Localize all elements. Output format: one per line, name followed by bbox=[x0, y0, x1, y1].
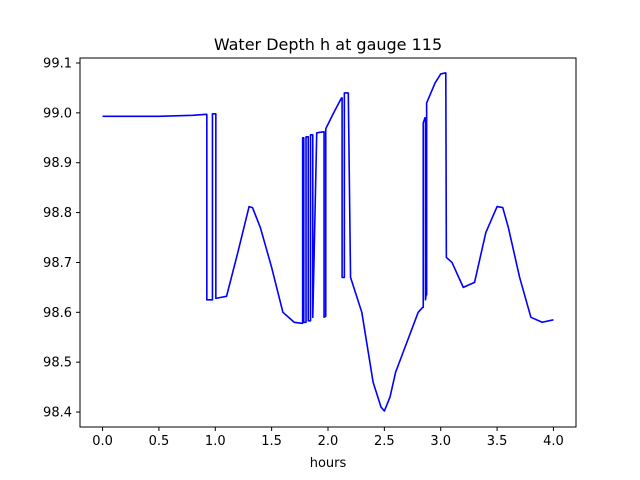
y-tick-label: 99.0 bbox=[43, 106, 72, 121]
x-tick-label: 3.0 bbox=[430, 434, 451, 449]
plot-area bbox=[79, 57, 577, 428]
y-tick-label: 98.6 bbox=[43, 306, 72, 321]
x-tick-label: 0.5 bbox=[149, 434, 170, 449]
x-axis-label: hours bbox=[310, 456, 347, 471]
x-tick-label: 1.5 bbox=[261, 434, 282, 449]
x-tick-label: 3.5 bbox=[487, 434, 508, 449]
y-tick-label: 98.7 bbox=[43, 256, 72, 271]
series-line-water-depth bbox=[102, 72, 554, 412]
x-tick-label: 2.5 bbox=[374, 434, 395, 449]
y-tick-label: 98.5 bbox=[43, 356, 72, 371]
y-tick-label: 98.8 bbox=[43, 206, 72, 221]
y-axis: 98.4 98.5 98.6 98.7 98.8 98.9 99.0 99.1 bbox=[43, 56, 80, 421]
x-tick-label: 2.0 bbox=[318, 434, 339, 449]
x-tick-label: 0.0 bbox=[92, 434, 113, 449]
y-tick-label: 99.1 bbox=[43, 56, 72, 71]
y-tick-label: 98.9 bbox=[43, 156, 72, 171]
plot-frame bbox=[79, 57, 577, 428]
chart-title: Water Depth h at gauge 115 bbox=[214, 35, 442, 54]
x-axis: 0.0 0.5 1.0 1.5 2.0 2.5 3.0 3.5 4.0 bbox=[92, 427, 564, 449]
y-tick-label: 98.4 bbox=[43, 406, 72, 421]
x-tick-label: 4.0 bbox=[543, 434, 564, 449]
x-tick-label: 1.0 bbox=[205, 434, 226, 449]
